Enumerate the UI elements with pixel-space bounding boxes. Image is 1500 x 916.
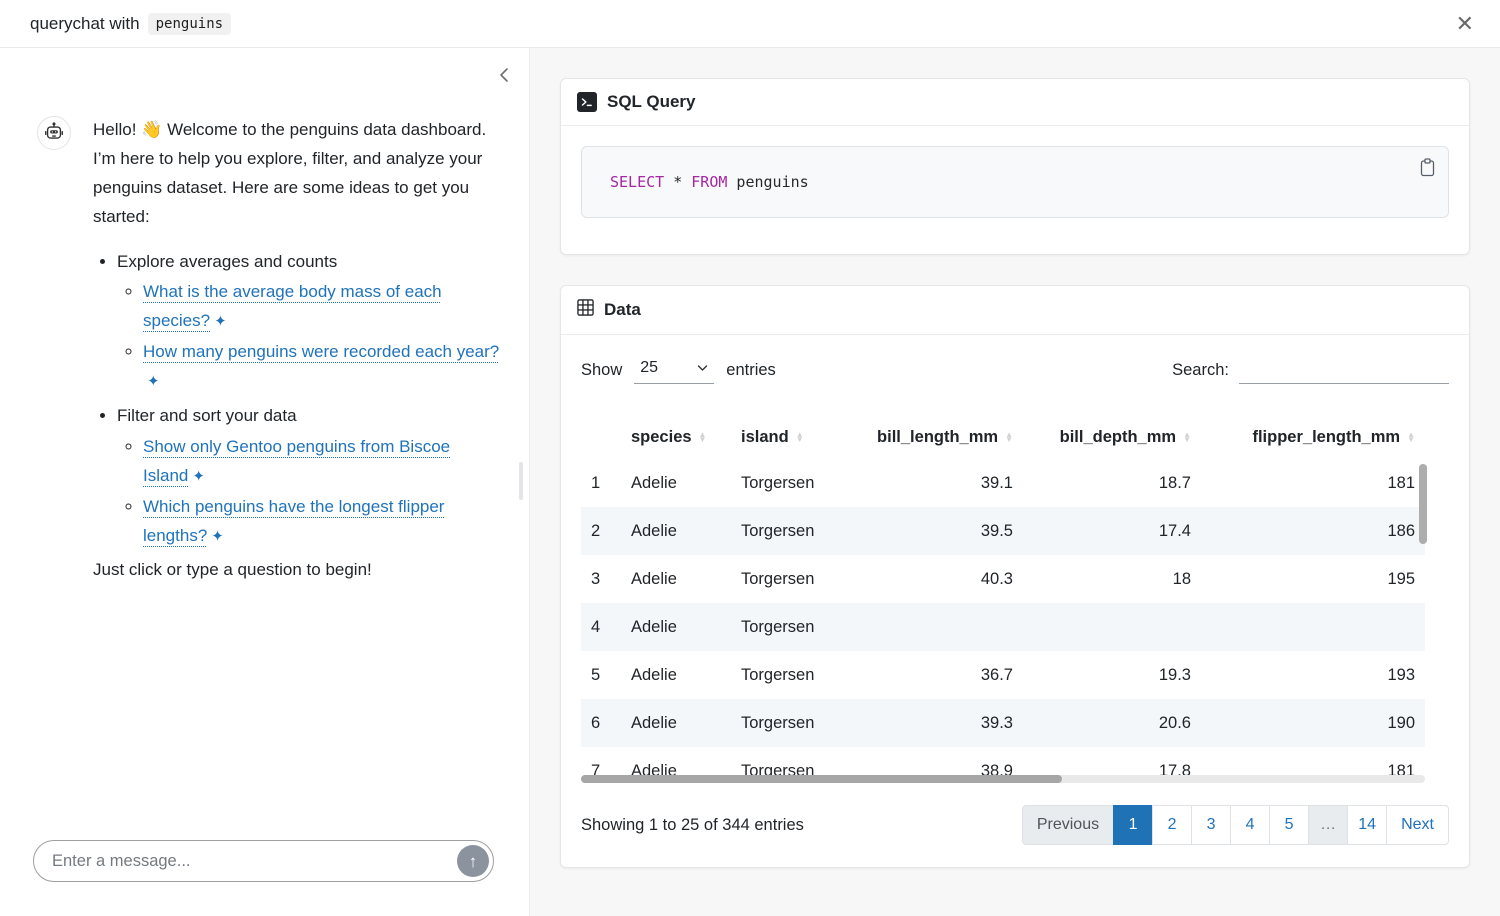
column-header-island[interactable]: island ▲ ▼	[741, 428, 804, 446]
pagination-next-button[interactable]: Next	[1386, 805, 1449, 845]
terminal-icon	[577, 92, 597, 112]
table-row: 5 Adelie Torgersen 36.7 19.3 193	[591, 666, 1415, 684]
chat-messages: Hello! 👋 Welcome to the penguins data da…	[0, 48, 529, 840]
chevron-left-icon	[497, 68, 511, 87]
table-info-text: Showing 1 to 25 of 344 entries	[581, 815, 804, 834]
title-text: querychat with	[30, 13, 140, 33]
pagination-page-2[interactable]: 2	[1152, 805, 1193, 845]
arrow-up-icon: ↑	[468, 851, 478, 871]
table-row: 4 Adelie Torgersen	[581, 603, 1425, 651]
sparkle-icon: ✦	[211, 527, 224, 545]
dataset-chip: penguins	[147, 12, 232, 35]
horizontal-scrollbar-thumb[interactable]	[581, 775, 1063, 783]
sort-icon[interactable]: ▲ ▼	[1005, 429, 1013, 444]
pagination-page-14[interactable]: 14	[1347, 805, 1388, 845]
greeting-text: Hello! 👋 Welcome to the penguins data da…	[93, 120, 487, 226]
table-row: 6 Adelie Torgersen 39.3 20.6 190	[581, 699, 1425, 747]
sort-icon[interactable]: ▲ ▼	[698, 429, 707, 444]
suggestion-group: Filter and sort your data Show only Gent…	[117, 402, 505, 550]
show-label: Show	[581, 361, 623, 379]
sql-code: SELECT * FROM penguins	[610, 173, 809, 191]
column-header-species[interactable]: species ▲ ▼	[631, 428, 707, 446]
column-header-flipper-length[interactable]: flipper_length_mm ▲ ▼	[1252, 428, 1415, 446]
sort-icon[interactable]: ▲ ▼	[795, 429, 804, 444]
chevron-down-icon	[697, 358, 708, 377]
copy-button[interactable]	[1418, 156, 1437, 182]
data-card-title: Data	[604, 300, 641, 319]
horizontal-scrollbar[interactable]	[581, 775, 1425, 783]
titlebar: querychat with penguins ✕	[0, 0, 1500, 48]
suggestion-group-label: Filter and sort your data	[117, 406, 297, 426]
list-item: What is the average body mass of each sp…	[143, 278, 505, 336]
chat-message-input[interactable]	[33, 840, 494, 882]
sql-card-title: SQL Query	[607, 92, 696, 111]
pagination-page-5[interactable]: 5	[1269, 805, 1310, 845]
sort-icon[interactable]: ▲ ▼	[1183, 429, 1191, 444]
sparkle-icon: ✦	[192, 467, 205, 485]
suggestion-link-count-per-year[interactable]: How many penguins were recorded each yea…	[143, 342, 500, 362]
send-button[interactable]: ↑	[457, 845, 489, 877]
search-label: Search:	[1172, 361, 1229, 379]
page-length-select[interactable]: 25	[634, 357, 715, 384]
panel-resize-handle[interactable]	[519, 462, 523, 500]
sort-icon[interactable]: ▲ ▼	[1407, 429, 1415, 444]
table-scroll-area: species ▲ ▼ island ▲ ▼ bill_length_mm ▲ ▼ bill…	[581, 420, 1427, 783]
entries-label: entries	[726, 361, 776, 379]
clipboard-icon	[1420, 158, 1435, 180]
page-title: querychat with penguins	[30, 12, 232, 35]
table-header-row: species ▲ ▼ island ▲ ▼ bill_length_mm ▲ ▼ bill…	[581, 420, 1425, 459]
sql-code-block: SELECT * FROM penguins	[581, 146, 1449, 218]
sparkle-icon: ✦	[214, 313, 227, 331]
suggestion-group: Explore averages and counts What is the …	[117, 248, 505, 396]
closing-text: Just click or type a question to begin!	[93, 560, 372, 580]
table-row: 1 Adelie Torgersen 39.1 18.7 181	[591, 474, 1415, 492]
column-header-bill-depth[interactable]: bill_depth_mm ▲ ▼	[1059, 428, 1191, 446]
suggestion-link-longest-flippers[interactable]: Which penguins have the longest flipper …	[143, 496, 445, 545]
assistant-message: Hello! 👋 Welcome to the penguins data da…	[37, 116, 505, 585]
pagination-page-1[interactable]: 1	[1113, 805, 1154, 845]
list-item: Show only Gentoo penguins from Biscoe Is…	[143, 433, 505, 491]
pagination-ellipsis: …	[1308, 805, 1349, 845]
pagination: Previous 1 2 3 4 5 … 14 Next	[1021, 805, 1449, 845]
sql-query-card: SQL Query SELECT * FROM penguins	[560, 78, 1470, 255]
vertical-scrollbar[interactable]	[1419, 464, 1427, 544]
pagination-page-4[interactable]: 4	[1230, 805, 1271, 845]
data-card: Data Show 25 entries	[560, 285, 1470, 868]
sparkle-icon: ✦	[147, 373, 160, 391]
collapse-sidebar-button[interactable]	[493, 62, 515, 91]
suggestion-list: Explore averages and counts What is the …	[93, 248, 505, 551]
search-input[interactable]	[1239, 357, 1449, 384]
suggestion-link-gentoo-biscoe[interactable]: Show only Gentoo penguins from Biscoe Is…	[143, 436, 451, 485]
table-row: 3 Adelie Torgersen 40.3 18 195	[591, 570, 1415, 588]
chat-panel: Hello! 👋 Welcome to the penguins data da…	[0, 48, 530, 916]
pagination-page-3[interactable]: 3	[1191, 805, 1232, 845]
table-grid-icon	[577, 299, 594, 321]
close-button[interactable]: ✕	[1448, 9, 1482, 39]
data-table: species ▲ ▼ island ▲ ▼ bill_length_mm ▲ ▼ bill…	[581, 420, 1425, 783]
list-item: Which penguins have the longest flipper …	[143, 493, 505, 551]
main-panel: SQL Query SELECT * FROM penguins	[530, 48, 1500, 916]
page-length-value: 25	[640, 358, 659, 376]
table-row: 2 Adelie Torgersen 39.5 17.4 186	[581, 507, 1425, 555]
suggestion-group-label: Explore averages and counts	[117, 251, 338, 271]
column-header-bill-length[interactable]: bill_length_mm ▲ ▼	[877, 428, 1013, 446]
suggestion-link-avg-body-mass[interactable]: What is the average body mass of each sp…	[143, 282, 442, 331]
pagination-previous-button[interactable]: Previous	[1021, 805, 1115, 845]
column-header-rownum	[581, 420, 621, 459]
robot-avatar-icon	[37, 116, 71, 150]
list-item: How many penguins were recorded each yea…	[143, 338, 505, 396]
